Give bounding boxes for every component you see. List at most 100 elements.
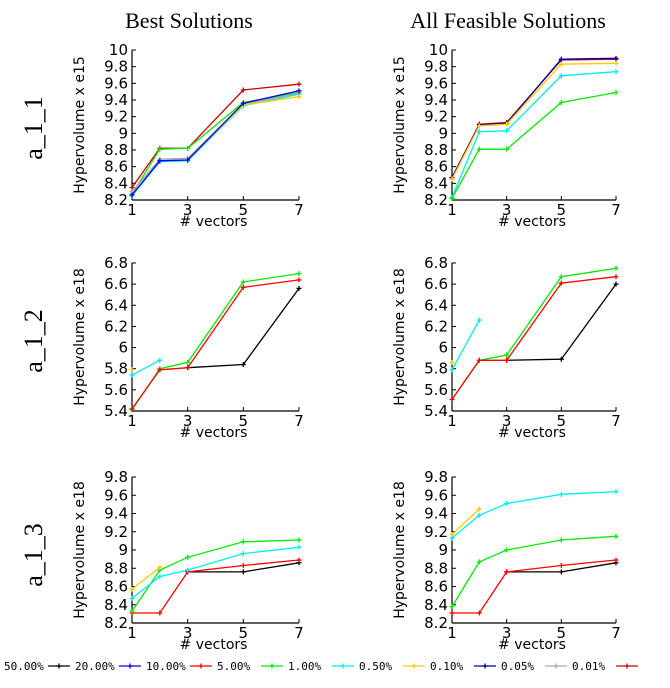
y-tick-label: 8.8 xyxy=(104,141,128,159)
legend-label: 20.00% xyxy=(75,660,115,673)
y-axis-label: Hypervolume x e18 xyxy=(392,481,408,619)
data-point xyxy=(296,537,302,543)
data-point xyxy=(558,491,564,497)
data-point xyxy=(504,500,510,506)
series-line xyxy=(451,91,617,199)
x-tick-label: 7 xyxy=(611,412,621,430)
x-tick-label: 5 xyxy=(557,624,567,642)
data-point xyxy=(476,146,482,152)
y-tick-label: 8.8 xyxy=(104,559,128,577)
y-tick-label: 10 xyxy=(109,41,128,59)
legend-label: 0.50% xyxy=(359,660,392,673)
data-point xyxy=(296,94,302,100)
y-tick-label: 9 xyxy=(438,541,448,559)
x-tick-label: 1 xyxy=(447,201,457,219)
y-tick-label: 9 xyxy=(118,124,128,142)
series-line xyxy=(131,92,300,193)
y-tick-label: 8.4 xyxy=(104,596,128,614)
data-point xyxy=(558,569,564,575)
x-axis-label: # vectors xyxy=(498,637,566,653)
data-point xyxy=(157,146,163,152)
legend-marker xyxy=(198,663,204,669)
data-point xyxy=(504,146,510,152)
y-tick-label: 9.2 xyxy=(104,108,128,126)
x-tick-label: 3 xyxy=(502,201,512,219)
y-tick-label: 8.6 xyxy=(424,158,448,176)
data-point xyxy=(157,610,163,616)
y-axis-label: Hypervolume x e18 xyxy=(392,268,408,406)
data-point xyxy=(476,317,482,323)
y-tick-label: 6 xyxy=(438,339,448,357)
data-point xyxy=(157,367,163,373)
data-point xyxy=(240,551,246,557)
x-tick-label: 7 xyxy=(294,624,304,642)
series-line xyxy=(451,57,617,178)
data-point xyxy=(449,604,455,610)
y-tick-label: 10 xyxy=(429,41,448,59)
x-axis-label: # vectors xyxy=(498,214,566,230)
data-point xyxy=(296,285,302,291)
data-point xyxy=(129,192,135,198)
series-line xyxy=(131,93,300,197)
data-point xyxy=(613,69,619,75)
data-point xyxy=(240,87,246,93)
data-point xyxy=(558,61,564,67)
data-point xyxy=(613,557,619,563)
column-title-best: Best Solutions xyxy=(125,8,253,33)
data-point xyxy=(185,554,191,560)
x-tick-label: 3 xyxy=(183,412,193,430)
row-label-2: a_1_2 xyxy=(19,309,48,373)
y-tick-label: 8.2 xyxy=(424,614,448,632)
data-point xyxy=(185,359,191,365)
data-point xyxy=(185,157,191,163)
legend-marker xyxy=(553,663,559,669)
y-axis-label: Hypervolume x e18 xyxy=(72,481,88,619)
data-point xyxy=(613,90,619,95)
data-point xyxy=(296,271,302,277)
y-tick-label: 9.6 xyxy=(104,486,128,504)
y-axis-label: Hypervolume x e15 xyxy=(72,56,88,194)
y-tick-label: 6.4 xyxy=(104,296,128,314)
data-point xyxy=(504,547,510,553)
y-axis-label: Hypervolume x e18 xyxy=(72,268,88,406)
series-line xyxy=(451,276,617,400)
chart-panel: 8.28.48.68.899.29.49.69.810 1 3 5 7 # vectors… xyxy=(72,41,304,230)
y-tick-label: 9.2 xyxy=(424,523,448,541)
x-tick-label: 7 xyxy=(611,201,621,219)
series-line xyxy=(506,283,617,361)
data-point xyxy=(504,128,510,134)
series-line xyxy=(451,58,617,178)
data-point xyxy=(240,361,246,367)
legend-label: 0.10% xyxy=(430,660,463,673)
data-point xyxy=(449,176,455,182)
chart-panel: 5.4 5.6 5.8 6 6.2 6.4 6.6 6.8 1 3 5 7 # vectors Hyper… xyxy=(392,254,621,441)
legend-label: 0.05% xyxy=(501,660,534,673)
y-tick-label: 5.6 xyxy=(424,381,448,399)
y-tick-label: 8.4 xyxy=(104,174,128,192)
x-tick-label: 5 xyxy=(239,412,249,430)
x-tick-label: 5 xyxy=(239,624,249,642)
y-tick-label: 5.6 xyxy=(104,381,128,399)
data-point xyxy=(613,60,619,66)
data-point xyxy=(613,274,619,280)
series-line xyxy=(451,508,480,535)
y-tick-label: 8.6 xyxy=(104,578,128,596)
data-point xyxy=(449,359,455,365)
series-line xyxy=(451,267,617,400)
legend-label: 0.01% xyxy=(572,660,605,673)
x-tick-label: 1 xyxy=(447,624,457,642)
y-tick-label: 6.6 xyxy=(424,275,448,293)
data-point xyxy=(129,372,135,378)
series-line xyxy=(451,62,617,180)
y-tick-label: 6.2 xyxy=(424,317,448,335)
data-point xyxy=(296,277,302,283)
data-point xyxy=(504,121,510,127)
x-tick-label: 5 xyxy=(557,201,567,219)
series-line xyxy=(131,279,300,410)
row-label-3: a_1_3 xyxy=(19,523,48,587)
data-point xyxy=(240,284,246,290)
series-line xyxy=(131,566,161,590)
y-tick-label: 9.6 xyxy=(104,74,128,92)
y-tick-label: 9.2 xyxy=(424,108,448,126)
y-tick-label: 5.8 xyxy=(104,360,128,378)
